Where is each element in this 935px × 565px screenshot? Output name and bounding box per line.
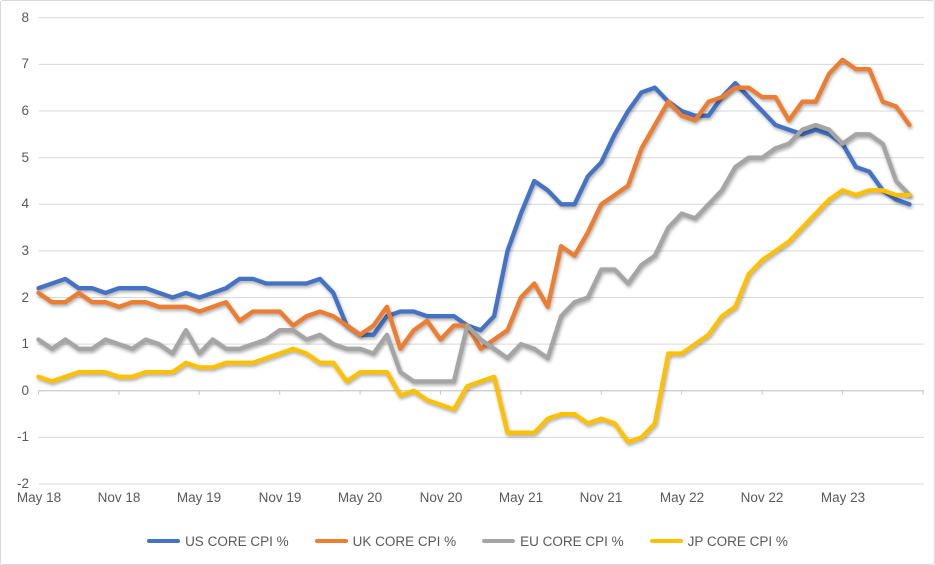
legend-line-swatch-jp	[649, 538, 683, 544]
x-axis-tick-label: May 21	[498, 490, 544, 505]
y-axis-tick-label: -1	[16, 429, 29, 444]
legend-item-us-core-cpi: US CORE CPI %	[147, 534, 289, 549]
y-axis-tick-label: 2	[21, 290, 29, 305]
y-axis-tick-label: 7	[21, 56, 29, 71]
x-axis-tick-label: May 18	[16, 490, 62, 505]
y-axis-tick-label: 6	[21, 103, 29, 118]
legend-line-swatch-uk	[314, 538, 348, 544]
y-axis-tick-label: 0	[21, 383, 29, 398]
legend-label-jp: JP CORE CPI %	[687, 533, 788, 549]
x-axis-tick-label: Nov 22	[740, 490, 784, 505]
series-line-jp-core-cpi	[36, 188, 912, 445]
series-line-uk-core-cpi	[36, 57, 912, 351]
x-axis-tick-label: May 20	[337, 490, 383, 505]
legend-item-uk-core-cpi: UK CORE CPI %	[314, 533, 457, 549]
x-axis-tick-label: May 19	[176, 490, 222, 505]
legend-item-jp-core-cpi: JP CORE CPI %	[649, 533, 788, 549]
y-axis-tick-label: 8	[21, 10, 29, 25]
y-axis-tick-label: 4	[21, 196, 29, 211]
series-line-us-core-cpi	[36, 80, 912, 337]
x-axis-tick-label: Nov 20	[419, 490, 463, 505]
chart-legend: US CORE CPI % UK CORE CPI % EU CORE CPI …	[1, 529, 934, 553]
legend-label-uk: UK CORE CPI %	[352, 533, 457, 549]
legend-line-swatch-us	[147, 538, 181, 544]
series-line-eu-core-cpi	[36, 122, 912, 384]
y-axis-tick-label: -2	[16, 476, 29, 491]
x-axis-tick-label: Nov 19	[258, 490, 302, 505]
x-axis-tick-label: May 22	[659, 490, 705, 505]
legend-label-us: US CORE CPI %	[185, 533, 289, 549]
x-axis-tick-label: Nov 21	[579, 490, 623, 505]
y-axis-tick-label: 3	[21, 243, 29, 258]
x-axis-tick-label: Nov 18	[97, 490, 141, 505]
x-axis-tick-label: May 23	[820, 490, 866, 505]
y-axis-tick-label: 5	[21, 150, 29, 165]
y-axis-tick-label: 1	[21, 336, 29, 351]
legend-item-eu-core-cpi: EU CORE CPI %	[482, 534, 624, 549]
legend-line-swatch-eu	[482, 538, 516, 544]
legend-label-eu: EU CORE CPI %	[520, 533, 624, 549]
